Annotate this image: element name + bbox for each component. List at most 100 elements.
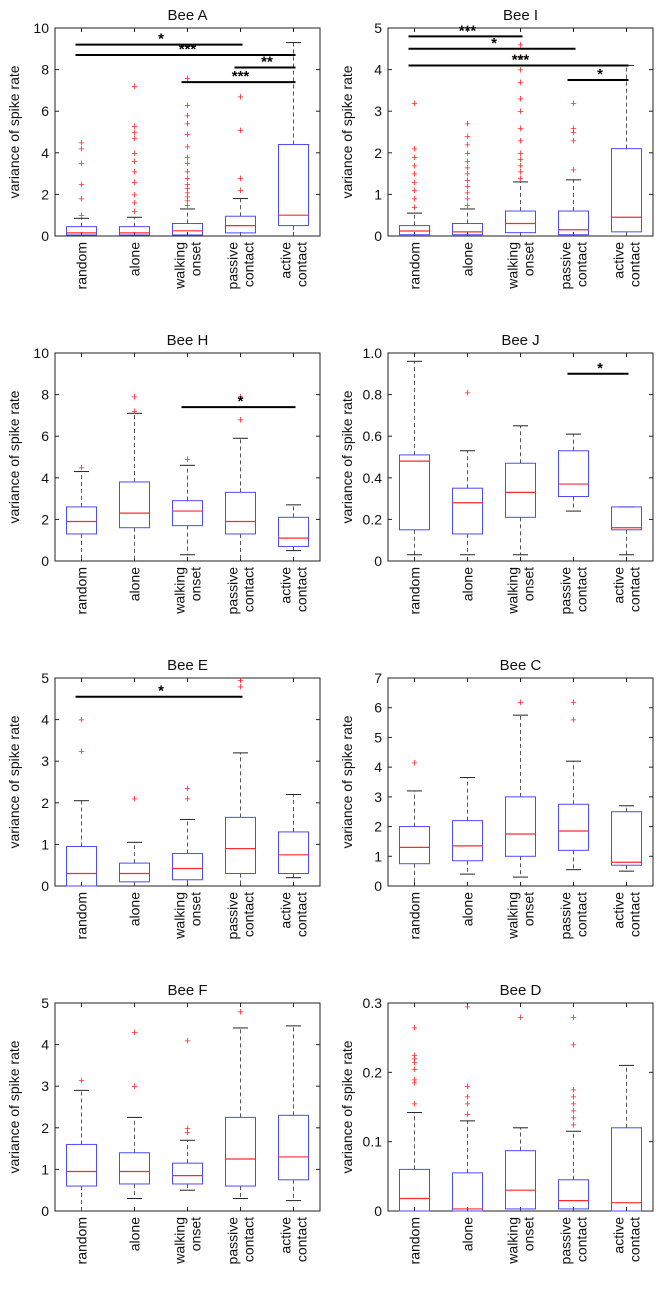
x-tick-label: activecontact [278,567,310,612]
box-plot-passive-contact: +++++ [558,98,589,237]
x-tick-label-line: onset [521,242,537,276]
x-tick-label-line: walking [172,567,188,615]
x-tick-label: walkingonset [505,567,537,615]
x-tick-label-text: walkingonset [172,242,204,290]
outlier-marker: + [237,92,243,104]
box-plot-random [399,360,430,556]
chart-title: Bee C [500,657,542,674]
outlier-marker: + [78,194,84,206]
outlier-marker: + [78,1075,84,1087]
x-tick-label-line: passive [558,567,574,615]
x-tick-label-text: passivecontact [225,892,257,940]
y-axis-label: variance of spike rate [6,390,22,523]
outlier-marker: + [570,1099,576,1111]
x-tick-label-line: contact [627,892,643,937]
x-tick-label-line: alone [127,242,143,276]
x-tick-label-text: random [407,892,423,939]
outlier-marker: + [464,148,470,160]
box-plot-random: + [399,758,430,887]
box-plot-alone: ++ [119,392,150,562]
box-plot-alone: +++++++++++ [119,81,150,237]
outlier-marker: + [570,1012,576,1024]
iqr-box [558,803,589,851]
y-tick-label: 7 [374,670,382,686]
box-plot-active-contact [611,506,642,556]
box-plot-active-contact [611,805,642,872]
x-tick-label-text: activecontact [278,567,310,612]
outlier-marker: + [78,715,84,727]
box-plot-walking-onset: ++++++++++++++++ [172,73,203,237]
outlier-marker: + [464,162,470,174]
outlier-marker: + [517,160,523,172]
x-tick-label-text: random [74,567,90,614]
iqr-box [505,462,536,518]
x-tick-label-line: passive [225,567,241,615]
iqr-box [399,454,430,531]
y-tick-label: 0.6 [363,428,383,444]
outlier-marker: + [131,1081,137,1093]
outlier-marker: + [411,194,417,206]
y-tick-label: 1 [374,848,382,864]
box-plot-active-contact [278,504,309,552]
outlier-marker: + [411,160,417,172]
box-plot-passive-contact [558,433,589,512]
x-tick-label-line: contact [294,567,310,612]
x-tick-label: passivecontact [558,892,590,940]
outlier-marker: + [517,148,523,160]
x-tick-label: activecontact [278,892,310,937]
x-tick-label-line: alone [460,892,476,926]
outlier-marker: + [131,1027,137,1039]
box-plot-random: ++++++++ [399,1022,430,1212]
iqr-box [611,811,642,866]
outlier-marker: + [517,65,523,77]
iqr-box [225,1116,256,1187]
x-tick-label: alone [127,567,143,601]
x-tick-label-text: passivecontact [558,567,590,615]
iqr-box [278,1114,309,1181]
x-tick-label-line: active [611,242,627,279]
x-tick-label: alone [460,892,476,926]
x-tick-label: walkingonset [505,892,537,940]
box-plot-random: ++++++ [66,137,97,237]
x-tick-label-line: random [74,567,90,614]
outlier-marker: + [78,137,84,149]
iqr-box [66,1143,97,1187]
x-tick-label: passivecontact [558,1217,590,1265]
significance-label: *** [179,41,197,58]
x-tick-label-line: passive [558,1217,574,1265]
outlier-marker: + [464,187,470,199]
x-tick-label-text: activecontact [611,892,643,937]
x-tick-label-text: passivecontact [558,892,590,940]
y-tick-label: 4 [41,145,49,161]
x-tick-label: activecontact [278,242,310,287]
iqr-box [119,481,150,529]
x-tick-label-text: activecontact [611,1217,643,1262]
box-plot-random: +++++++++ [399,98,430,237]
x-tick-label-line: alone [460,1217,476,1251]
x-tick-label-line: contact [574,1217,590,1262]
outlier-marker: + [570,715,576,727]
y-tick-label: 1 [374,186,382,202]
chart-panel: Bee H variance of spike rate 0 2 4 6 8 10 random… [6,332,321,615]
box-plot-alone: ++++++++++++ [452,119,483,237]
outlier-marker: + [131,189,137,201]
outlier-marker: + [570,164,576,176]
x-tick-label-line: passive [558,892,574,940]
x-tick-label-line: contact [241,567,257,612]
outlier-marker: + [411,1078,417,1090]
iqr-box [399,225,430,236]
outlier-marker: + [131,177,137,189]
y-tick-label: 0.3 [363,995,383,1011]
iqr-box [558,210,589,236]
x-tick-label-text: walkingonset [172,892,204,940]
x-tick-label: random [407,242,423,289]
iqr-box [119,1152,150,1185]
chart-panel: Bee J variance of spike rate 0 0.2 0.4 0.6 0.8… [339,332,654,615]
iqr-box [119,862,150,883]
x-tick-label-line: active [611,1217,627,1254]
outlier-marker: + [411,1099,417,1111]
x-tick-label-line: alone [127,567,143,601]
iqr-box [558,1179,589,1210]
x-tick-label-line: walking [172,1217,188,1265]
